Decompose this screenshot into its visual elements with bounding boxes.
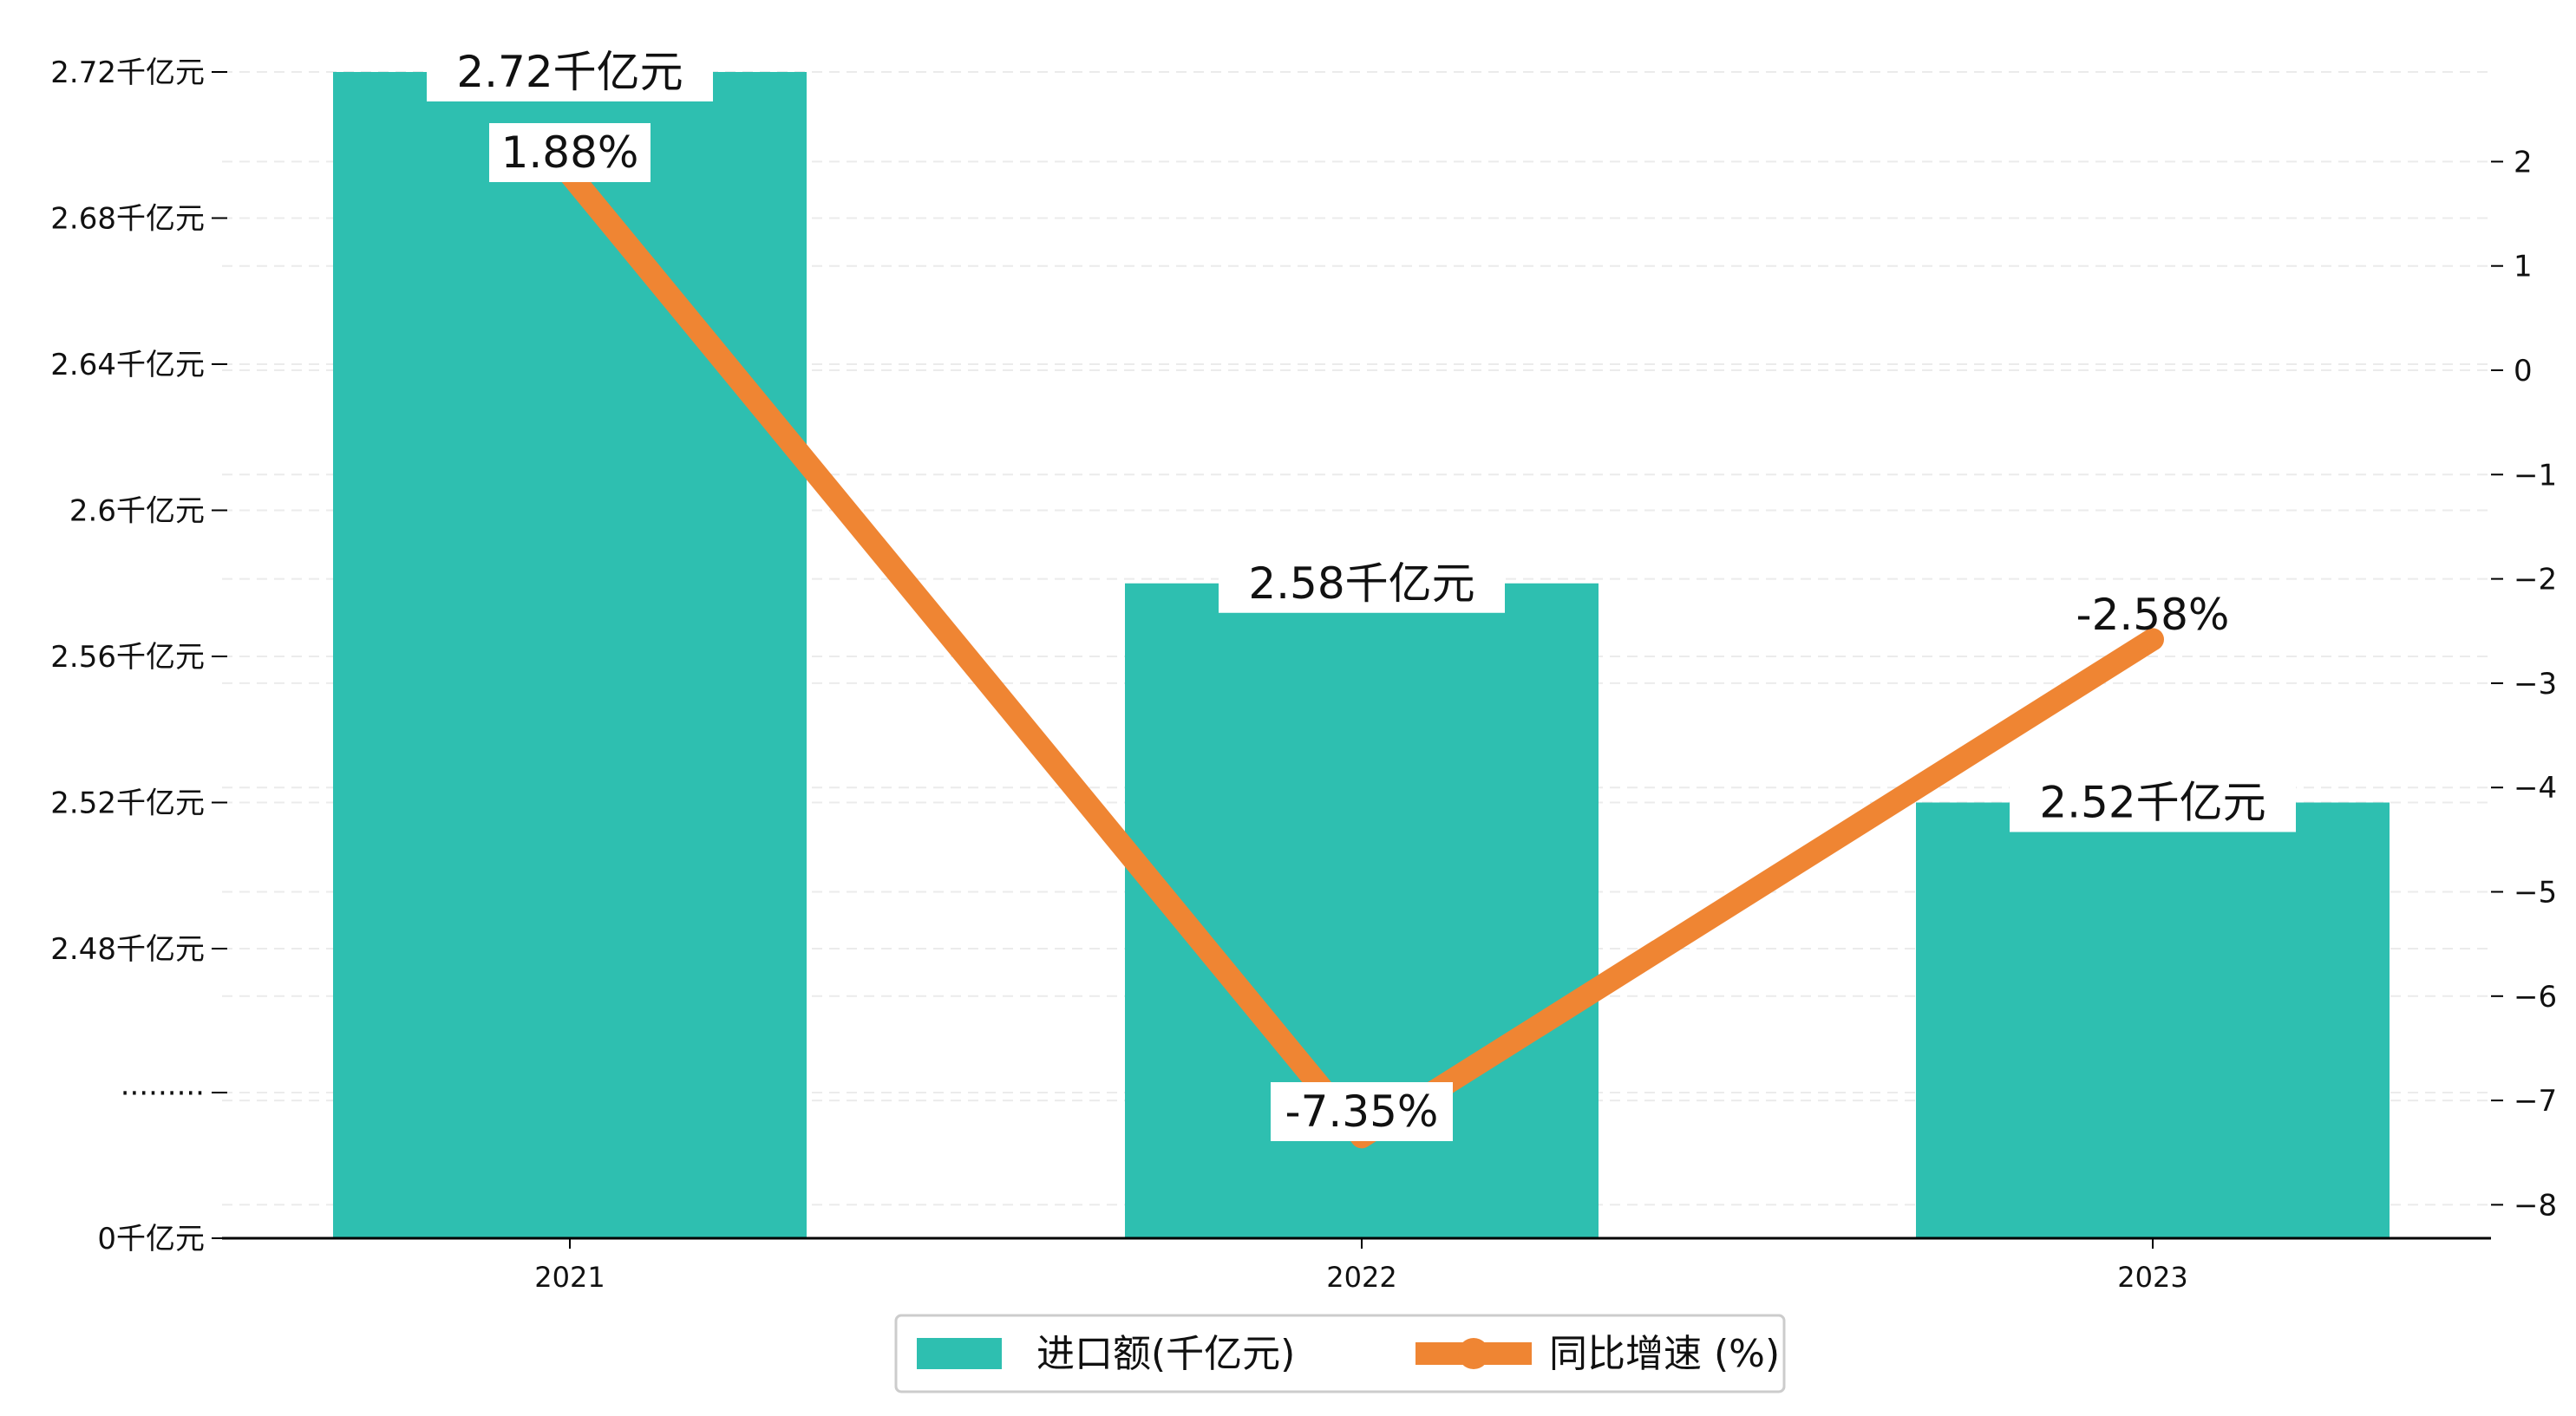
y-right-tick-label: 1 — [2514, 250, 2533, 284]
y-right-tick-label: −7 — [2514, 1084, 2557, 1119]
legend-box — [894, 1314, 1786, 1393]
line-value-label: -7.35% — [1285, 1086, 1439, 1137]
bar-value-label: 2.72千亿元 — [456, 47, 683, 97]
line-value-label: -2.58% — [2076, 590, 2230, 640]
y-right-tick-label: −1 — [2514, 458, 2557, 493]
line-value-label: 1.88% — [501, 127, 639, 178]
y-left-tick-label: 2.6千亿元 — [69, 494, 205, 529]
y-right-tick-label: −2 — [2514, 563, 2557, 597]
legend-swatch-marker — [1458, 1338, 1489, 1369]
y-right-tick-label: −3 — [2514, 667, 2557, 701]
x-tick-label: 2021 — [534, 1261, 605, 1294]
y-left-tick-label: 2.56千亿元 — [50, 640, 205, 675]
bar-value-label: 2.52千亿元 — [2039, 778, 2265, 828]
line-value-label-box — [489, 123, 651, 182]
line-value-label-box — [1271, 1082, 1453, 1141]
legend-label-bar: 进口额(千亿元) — [1036, 1332, 1295, 1376]
bar-value-label-box — [427, 42, 713, 101]
bar-2023 — [1916, 802, 2390, 1238]
y-right-tick-label: 2 — [2514, 145, 2533, 179]
y-right-tick-label: −6 — [2514, 980, 2557, 1015]
bar-value-label-box — [2010, 773, 2296, 832]
bar-2021 — [333, 72, 807, 1238]
x-tick-label: 2023 — [2117, 1261, 2187, 1294]
y-left-tick-label: 2.48千亿元 — [50, 932, 205, 967]
y-left-tick-label: 2.68千亿元 — [50, 202, 205, 237]
y-right-tick-label: 0 — [2514, 354, 2533, 388]
y-right-tick-label: −5 — [2514, 876, 2557, 910]
y-left-tick-label: 2.64千亿元 — [50, 348, 205, 382]
line-point-2023 — [2141, 628, 2164, 651]
y-right-tick-label: −8 — [2514, 1188, 2557, 1223]
y-left-tick-label: 0千亿元 — [97, 1222, 205, 1256]
legend-swatch-bar — [917, 1338, 1002, 1369]
y-left-tick-label: 2.72千亿元 — [50, 55, 205, 90]
legend-label-line: 同比增速 (%) — [1549, 1332, 1780, 1376]
y-right-tick-label: −4 — [2514, 771, 2557, 806]
y-left-tick-label: ········· — [121, 1076, 205, 1111]
y-left-tick-label: 2.52千亿元 — [50, 786, 205, 821]
bar-value-label: 2.58千亿元 — [1248, 558, 1474, 609]
bar-value-label-box — [1219, 553, 1505, 613]
x-tick-label: 2022 — [1326, 1261, 1396, 1294]
